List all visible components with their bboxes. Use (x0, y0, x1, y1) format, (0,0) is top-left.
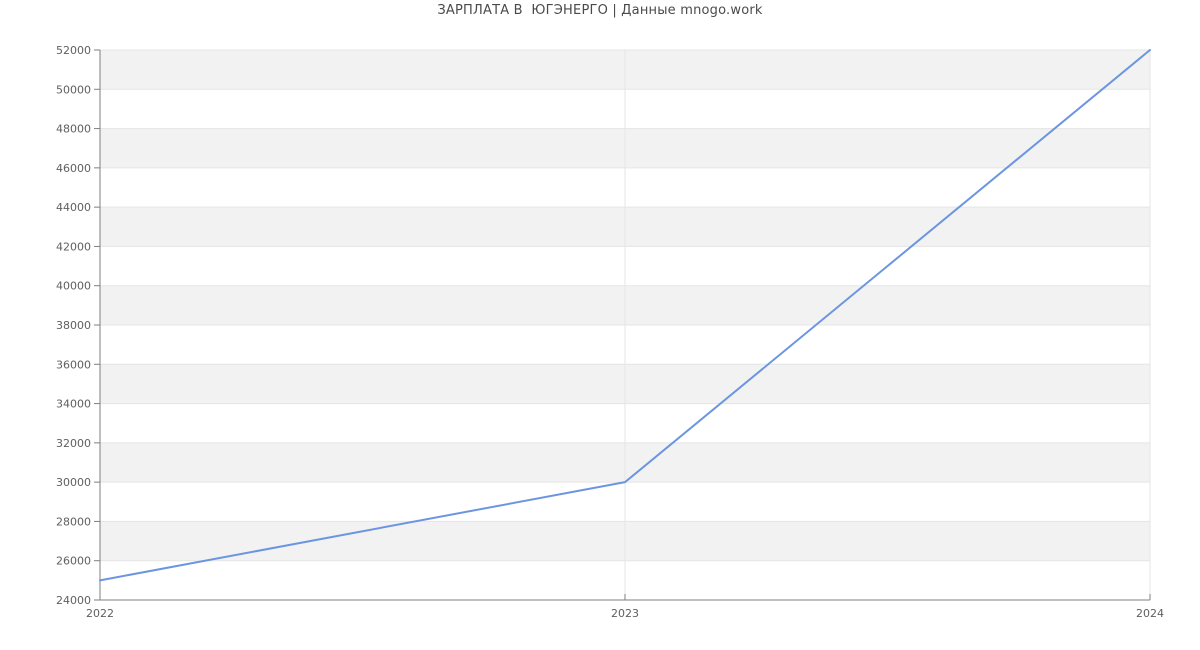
y-tick-label: 52000 (56, 44, 91, 57)
y-tick-label: 38000 (56, 319, 91, 332)
y-tick-label: 50000 (56, 83, 91, 96)
y-tick-label: 36000 (56, 358, 91, 371)
y-tick-label: 42000 (56, 240, 91, 253)
y-tick-label: 26000 (56, 555, 91, 568)
y-tick-label: 24000 (56, 594, 91, 607)
chart-title: ЗАРПЛАТА В ЮГЭНЕРГО | Данные mnogo.work (437, 3, 763, 18)
y-tick-label: 34000 (56, 398, 91, 411)
y-tick-label: 28000 (56, 515, 91, 528)
salary-line (99, 49, 1151, 582)
y-tick-label: 44000 (56, 201, 91, 214)
y-tick-label: 40000 (56, 280, 91, 293)
x-tick-label: 2022 (86, 607, 114, 620)
y-tick-label: 48000 (56, 123, 91, 136)
x-tick-label: 2023 (611, 607, 639, 620)
y-tick-label: 30000 (56, 476, 91, 489)
y-tick-label: 46000 (56, 162, 91, 175)
y-tick-label: 32000 (56, 437, 91, 450)
x-tick-label: 2024 (1136, 607, 1164, 620)
